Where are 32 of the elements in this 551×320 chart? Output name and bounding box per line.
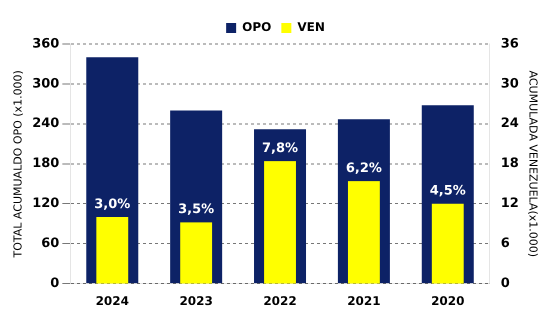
annotation: 7,8% [262, 141, 298, 156]
x-tick-label: 2023 [179, 294, 213, 308]
annotation: 6,2% [346, 160, 382, 176]
y-tick-label: 60 [41, 236, 60, 252]
annotation: 3,0% [94, 196, 130, 212]
legend-label: OPO [242, 20, 272, 34]
y2-tick-label: 30 [500, 76, 519, 92]
y-axis-title: TOTAL ACUMUALDO OPO (x1.000) [11, 70, 24, 258]
annotation: 3,5% [178, 202, 214, 218]
bar [432, 204, 464, 284]
x-tick-label: 2020 [431, 294, 464, 308]
y-tick-label: 360 [32, 36, 60, 52]
legend-label: VEN [297, 20, 325, 34]
y2-axis-title: ACUMULADA VENEZUELA(x1.000) [526, 70, 540, 258]
y-tick-label: 0 [50, 276, 60, 291]
annotation: 4,5% [430, 184, 466, 199]
x-tick-label: 2024 [96, 294, 129, 308]
y2-tick-label: 18 [500, 156, 519, 172]
x-tick-label: 2021 [347, 294, 381, 308]
bar [96, 217, 128, 284]
y2-tick-label: 12 [500, 196, 519, 212]
y-tick-label: 120 [32, 196, 60, 212]
y-tick-label: 180 [32, 156, 60, 172]
y-tick-label: 240 [32, 116, 60, 132]
bar [180, 222, 212, 284]
x-tick-label: 2022 [263, 294, 297, 308]
y2-tick-label: 24 [500, 116, 519, 132]
y2-tick-label: 6 [500, 236, 510, 252]
y2-tick-label: 36 [500, 36, 519, 52]
y2-tick-label: 0 [500, 276, 510, 291]
bar [348, 181, 380, 284]
y-tick-label: 300 [32, 76, 60, 92]
